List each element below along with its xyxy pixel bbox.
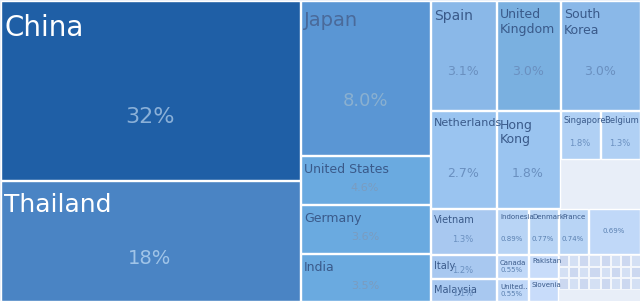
Text: 32%: 32% bbox=[125, 107, 175, 127]
Text: United
Kingdom: United Kingdom bbox=[500, 8, 556, 36]
Text: Denmark: Denmark bbox=[532, 214, 564, 220]
Bar bbox=[301, 204, 429, 253]
Text: Canada: Canada bbox=[500, 260, 526, 266]
Bar bbox=[431, 255, 495, 278]
Bar bbox=[621, 278, 630, 288]
Bar bbox=[568, 255, 577, 265]
Text: France: France bbox=[562, 214, 585, 220]
Text: 3.0%: 3.0% bbox=[512, 65, 544, 78]
Bar bbox=[431, 1, 495, 110]
Bar bbox=[589, 266, 600, 277]
Bar bbox=[630, 278, 639, 288]
Bar bbox=[611, 255, 620, 265]
Text: 3.5%: 3.5% bbox=[351, 281, 379, 291]
Bar bbox=[529, 278, 557, 300]
Text: Pakistan: Pakistan bbox=[532, 258, 561, 264]
Text: 1.2%: 1.2% bbox=[452, 266, 474, 275]
Bar bbox=[497, 278, 527, 300]
Bar bbox=[579, 266, 588, 277]
Bar bbox=[301, 156, 429, 203]
Text: Japan: Japan bbox=[304, 11, 358, 30]
Bar bbox=[630, 255, 639, 265]
Bar bbox=[589, 209, 639, 253]
Text: United States: United States bbox=[304, 163, 389, 175]
Bar bbox=[431, 278, 495, 300]
Text: 3.0%: 3.0% bbox=[584, 65, 616, 78]
Bar bbox=[559, 255, 568, 265]
Text: 1.3%: 1.3% bbox=[609, 139, 630, 148]
Bar bbox=[568, 278, 577, 288]
Text: Vietnam: Vietnam bbox=[434, 215, 475, 225]
Bar bbox=[600, 255, 609, 265]
Bar bbox=[561, 110, 600, 159]
Text: Singapore: Singapore bbox=[564, 116, 607, 126]
Text: India: India bbox=[304, 261, 335, 274]
Bar bbox=[579, 278, 588, 288]
Text: 8.0%: 8.0% bbox=[342, 92, 388, 110]
Bar bbox=[611, 278, 620, 288]
Bar bbox=[559, 278, 568, 288]
Bar bbox=[568, 266, 577, 277]
Text: 3.1%: 3.1% bbox=[447, 65, 479, 78]
Text: 18%: 18% bbox=[128, 249, 172, 268]
Bar bbox=[559, 209, 588, 253]
Bar bbox=[600, 266, 609, 277]
Bar bbox=[600, 110, 639, 159]
Text: Netherlands: Netherlands bbox=[434, 118, 502, 128]
Bar bbox=[589, 278, 600, 288]
Bar bbox=[611, 266, 620, 277]
Text: Thailand: Thailand bbox=[4, 193, 111, 217]
Text: Malaysia: Malaysia bbox=[434, 285, 477, 295]
Text: 1.8%: 1.8% bbox=[570, 139, 591, 148]
Bar bbox=[529, 209, 557, 253]
Text: Belgium: Belgium bbox=[604, 116, 639, 126]
Text: 1.8%: 1.8% bbox=[512, 167, 544, 180]
Bar bbox=[559, 266, 568, 277]
Bar bbox=[621, 255, 630, 265]
Text: South
Korea: South Korea bbox=[564, 8, 600, 36]
Bar bbox=[301, 253, 429, 300]
Bar bbox=[1, 181, 300, 300]
Text: 0.77%: 0.77% bbox=[532, 236, 554, 242]
Bar bbox=[561, 1, 639, 110]
Text: 0.89%: 0.89% bbox=[501, 236, 523, 242]
Text: Hong
Kong: Hong Kong bbox=[500, 119, 533, 147]
Bar bbox=[589, 255, 600, 265]
Text: 0.74%: 0.74% bbox=[562, 236, 584, 242]
Bar bbox=[497, 255, 527, 278]
Bar bbox=[1, 1, 300, 179]
Text: United..: United.. bbox=[500, 284, 527, 290]
Bar bbox=[621, 266, 630, 277]
Text: 2.7%: 2.7% bbox=[447, 167, 479, 180]
Bar bbox=[497, 1, 559, 110]
Text: China: China bbox=[4, 14, 83, 42]
Text: 4.6%: 4.6% bbox=[351, 183, 379, 193]
Bar bbox=[579, 255, 588, 265]
Text: 0.55%: 0.55% bbox=[501, 267, 523, 273]
Text: 0.69%: 0.69% bbox=[603, 228, 625, 234]
Bar bbox=[497, 110, 559, 207]
Text: Slovenia: Slovenia bbox=[532, 282, 562, 288]
Bar bbox=[301, 1, 429, 154]
Text: 0.55%: 0.55% bbox=[501, 291, 523, 297]
Text: Spain: Spain bbox=[434, 9, 473, 23]
Bar bbox=[497, 209, 527, 253]
Bar bbox=[431, 209, 495, 253]
Text: Italy: Italy bbox=[434, 261, 455, 271]
Text: Indonesia: Indonesia bbox=[500, 214, 534, 220]
Bar bbox=[630, 266, 639, 277]
Text: 1.1%: 1.1% bbox=[452, 289, 474, 298]
Text: Germany: Germany bbox=[304, 212, 362, 225]
Bar bbox=[600, 278, 609, 288]
Bar bbox=[431, 110, 495, 207]
Bar bbox=[529, 255, 557, 278]
Text: 1.3%: 1.3% bbox=[452, 235, 474, 244]
Text: 3.6%: 3.6% bbox=[351, 232, 379, 242]
